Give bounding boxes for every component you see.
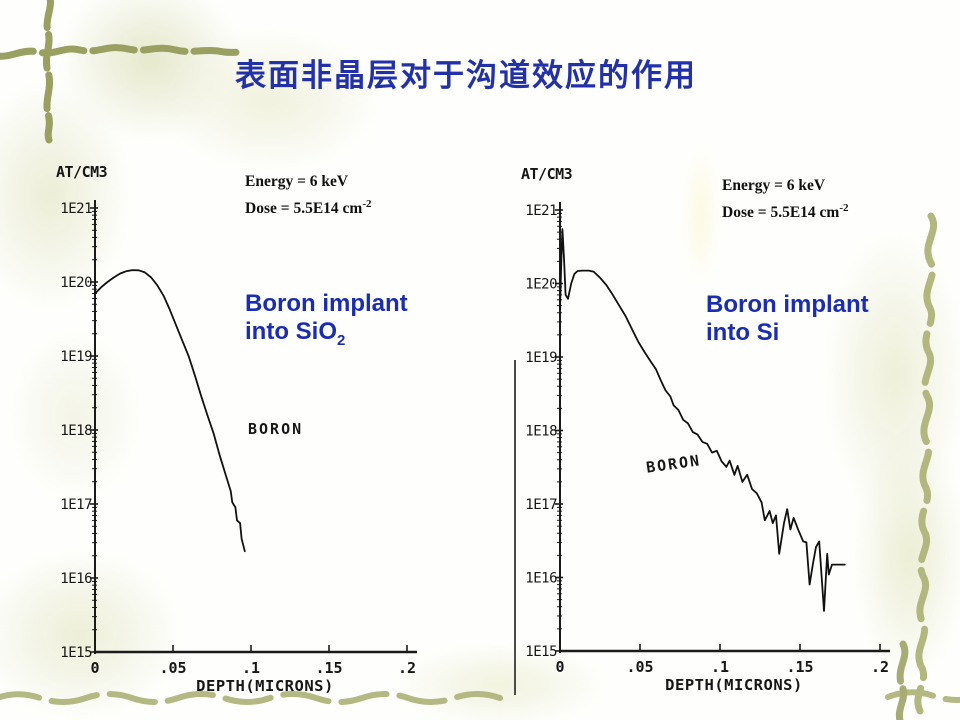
energy-annotation: Energy = 6 keV — [722, 177, 826, 194]
energy-annotation: Energy = 6 keV — [245, 173, 349, 190]
x-tick-label: .05 — [159, 659, 186, 677]
watermark-blob — [855, 430, 960, 680]
x-tick-label: .15 — [786, 658, 813, 676]
caption-boron-implant-sio2: Boron implant into SiO2 — [245, 290, 408, 349]
chart-boron-si: 1E21 1E20 1E19 1E18 1E17 1E16 1E15 0 .05 .1 .15 .2 D… — [510, 155, 934, 707]
y-tick-label: 1E20 — [60, 275, 92, 291]
caption-boron-implant-si: Boron implant into Si — [706, 291, 869, 346]
y-tick-label: 1E16 — [525, 571, 557, 587]
x-tick-label: .05 — [626, 658, 653, 676]
y-tick-label: 1E16 — [60, 571, 92, 587]
y-tick-label: 1E18 — [60, 423, 92, 439]
x-tick-label: .15 — [315, 659, 342, 677]
x-tick-label: 0 — [90, 659, 99, 677]
chart-boron-sio2: 1E21 1E20 1E19 1E18 1E17 1E16 1E15 0 .05 .1 .15 .2 D… — [55, 155, 465, 700]
watermark-blob — [10, 330, 140, 500]
dose-annotation: Dose = 5.5E14 cm-2 — [245, 198, 372, 218]
y-tick-label: 1E19 — [525, 350, 557, 366]
watermark-blob — [0, 80, 130, 310]
x-tick-label: .1 — [242, 659, 260, 677]
implant-conditions-annotation: Energy = 6 keV Dose = 5.5E14 cm-2 — [722, 175, 849, 224]
y-tick-label: 1E20 — [525, 277, 557, 293]
y-tick-label: 1E21 — [60, 201, 92, 217]
x-tick-label: .1 — [711, 658, 729, 676]
boron-profile-curve — [94, 269, 246, 553]
x-tick-label: .2 — [871, 658, 889, 676]
y-axis-unit-label: AT/CM3 — [56, 163, 108, 181]
dose-annotation: Dose = 5.5E14 cm-2 — [722, 202, 849, 222]
x-axis-title: DEPTH(MICRONS) — [196, 677, 334, 695]
series-label-boron: BORON — [248, 420, 304, 438]
boron-profile-curve — [559, 228, 846, 612]
y-tick-label: 1E18 — [525, 424, 557, 440]
y-tick-label: 1E21 — [525, 203, 557, 219]
x-axis-title: DEPTH(MICRONS) — [665, 676, 803, 694]
implant-conditions-annotation: Energy = 6 keV Dose = 5.5E14 cm-2 — [245, 171, 372, 220]
slide-title: 表面非晶层对于沟道效应的作用 — [235, 58, 697, 93]
y-tick-label: 1E19 — [60, 349, 92, 365]
y-tick-label: 1E17 — [525, 497, 557, 513]
y-tick-label: 1E17 — [60, 497, 92, 513]
watermark-blob — [395, 645, 605, 720]
y-tick-label: 1E15 — [525, 644, 557, 660]
watermark-blob — [688, 145, 714, 285]
scan-artifact-line — [514, 360, 516, 695]
x-tick-label: .2 — [398, 659, 416, 677]
y-axis-unit-label: AT/CM3 — [521, 165, 573, 183]
x-tick-label: 0 — [555, 658, 564, 676]
y-tick-label: 1E15 — [60, 645, 92, 661]
